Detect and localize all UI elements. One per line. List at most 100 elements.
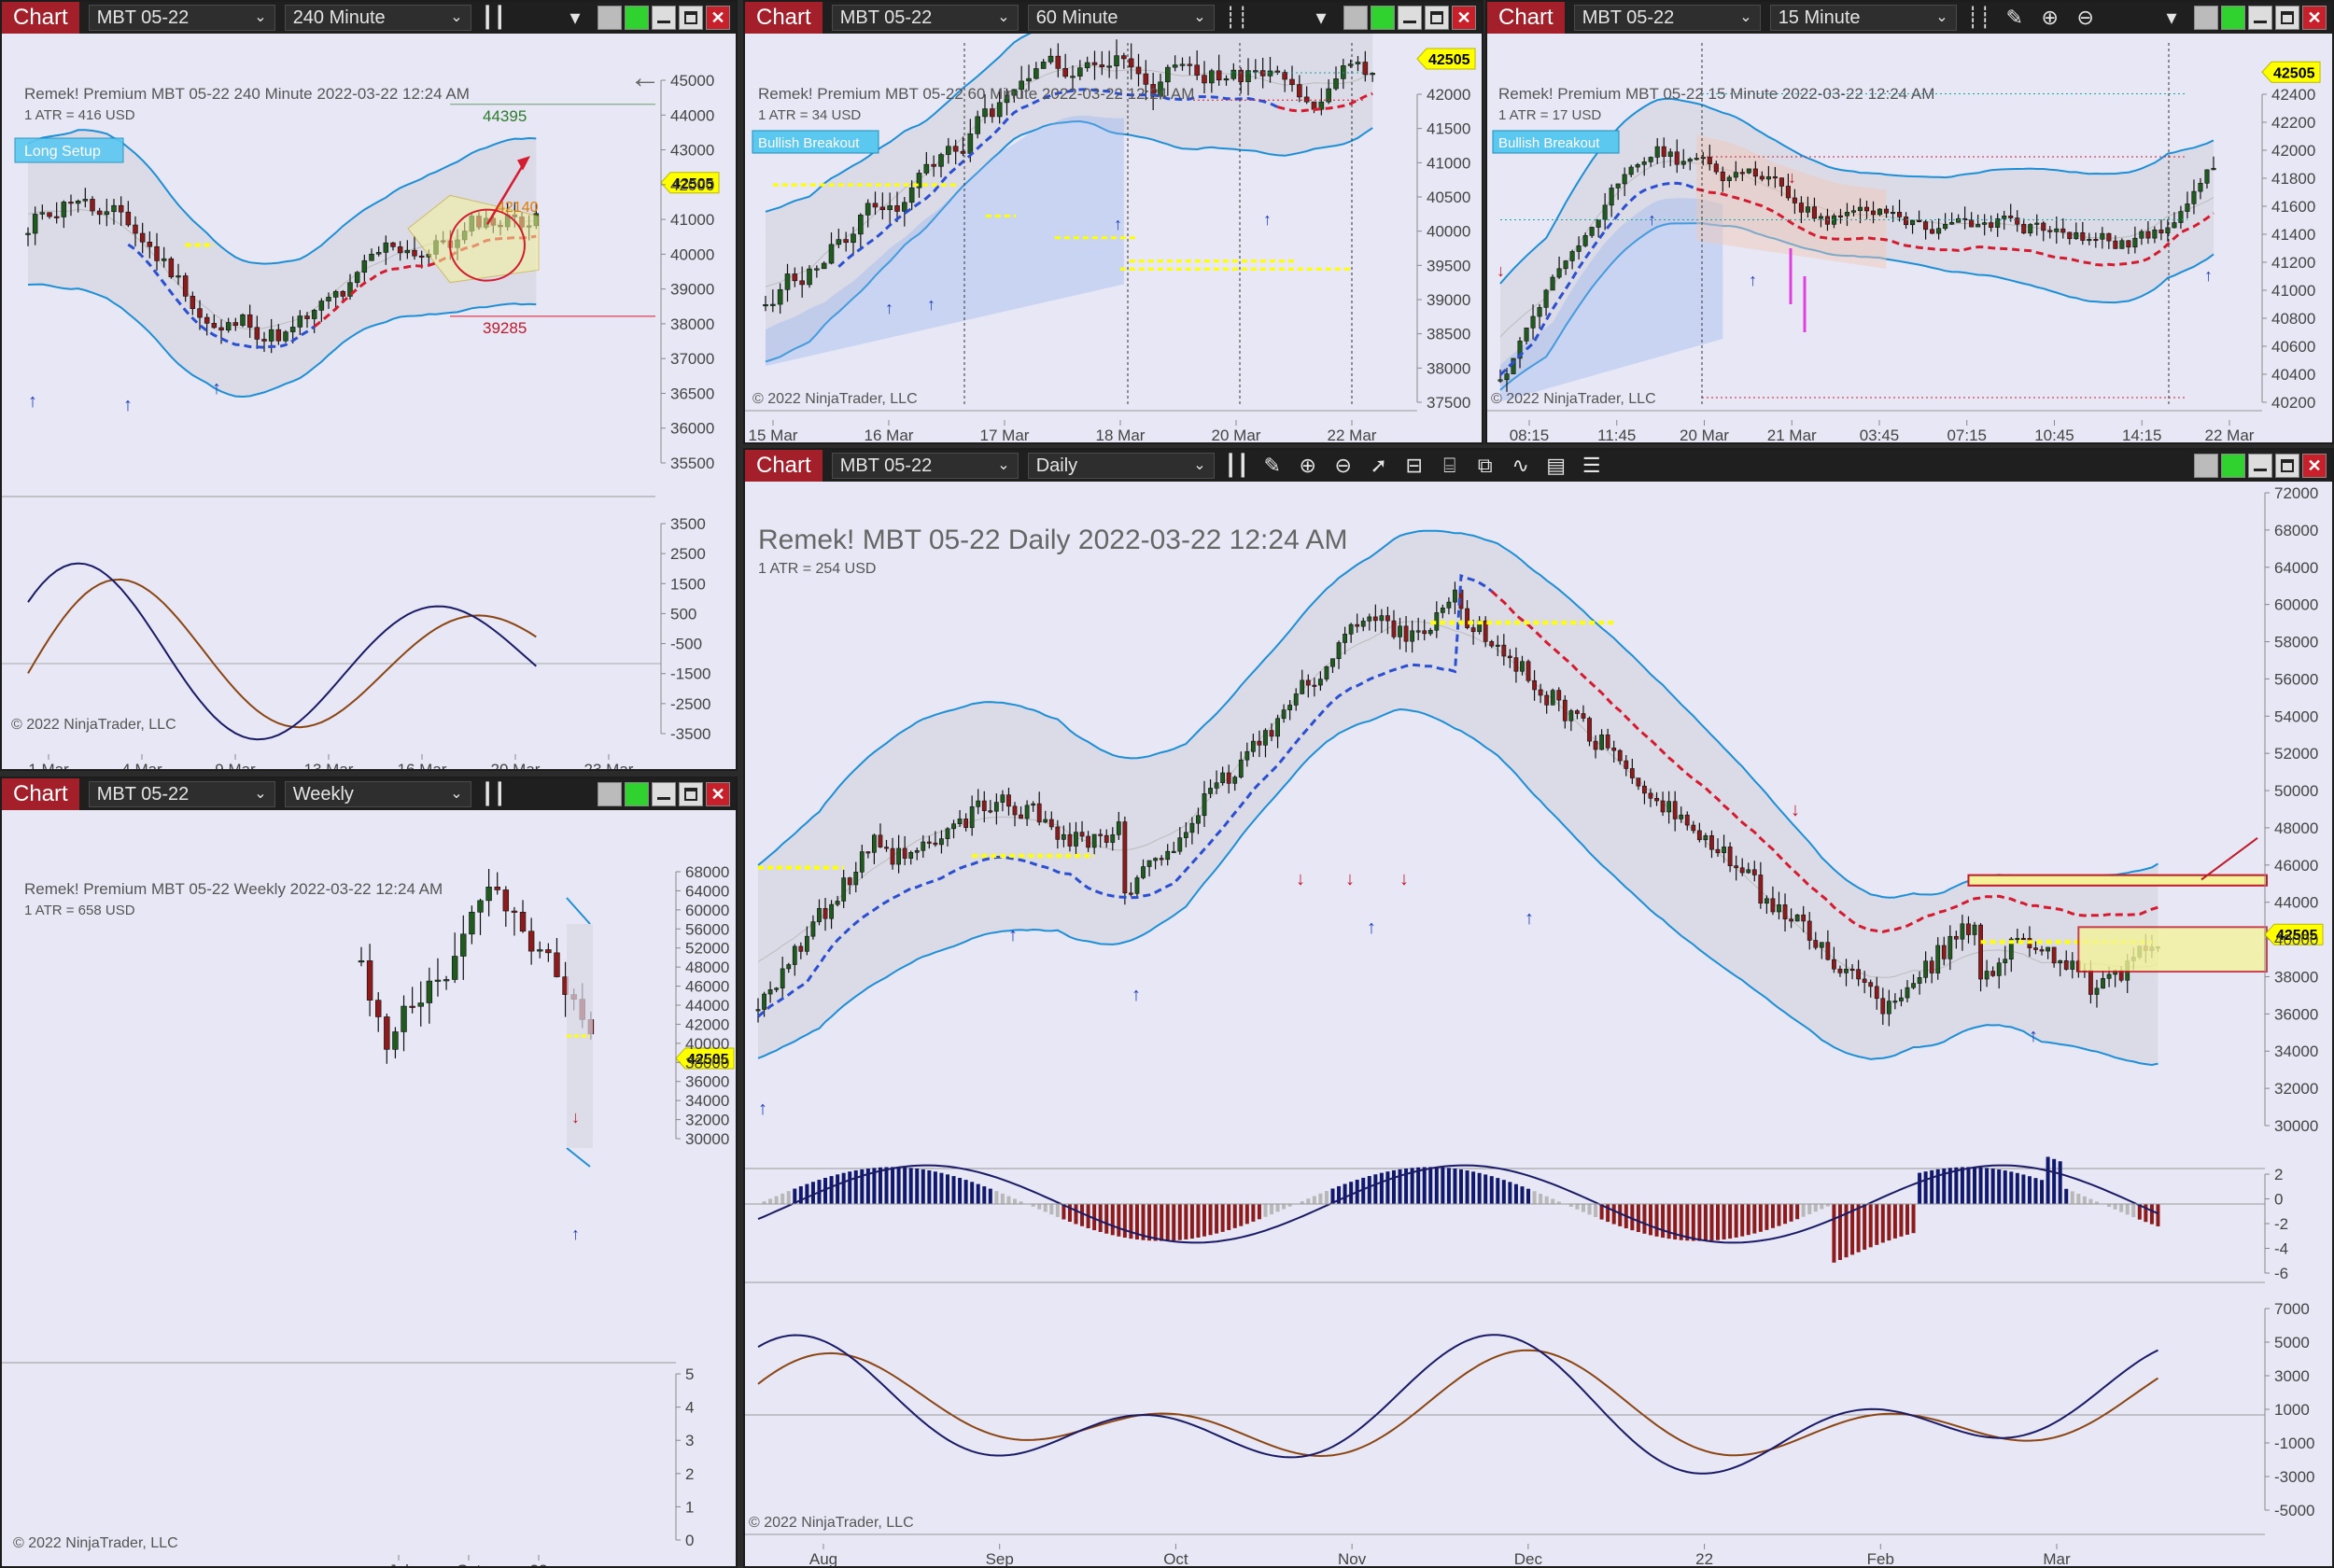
price-axis-15-label: 41400	[2271, 226, 2315, 244]
chart-daily-canvas[interactable]: Remek! MBT 05-22 Daily 2022-03-22 12:24 …	[745, 482, 2334, 1568]
cD-candle	[1722, 847, 1726, 853]
bar-style-icon[interactable]: ┊┊	[1224, 6, 1249, 29]
indicators-icon[interactable]: ∿	[1511, 454, 1529, 477]
c15-candle	[2178, 211, 2184, 223]
close-button[interactable]: ✕	[2302, 6, 2327, 30]
minimize-button[interactable]	[2248, 454, 2272, 478]
strategies-icon[interactable]: ⧉	[1477, 454, 1493, 477]
templates-icon[interactable]: ▤	[1546, 454, 1567, 477]
chart-tab-label[interactable]: Chart	[745, 2, 823, 34]
c15-candle	[1641, 161, 1647, 165]
instrument-selector[interactable]: MBT 05-22 ⌄	[1573, 5, 1761, 31]
time-axis-240-label: 1 Mar	[28, 761, 69, 771]
bar-style-icon[interactable]: ┊┊	[1966, 6, 1991, 29]
data-box-icon[interactable]: ⊟	[1405, 454, 1423, 477]
instrument-selector[interactable]: MBT 05-22 ⌄	[88, 5, 275, 31]
pencil-draw-icon[interactable]: ✎	[1263, 454, 1281, 477]
timeframe-selector[interactable]: 240 Minute ⌄	[284, 5, 471, 31]
maximize-button[interactable]	[1425, 6, 1449, 30]
cD-candle	[1336, 642, 1342, 660]
instrument-selector[interactable]: MBT 05-22 ⌄	[831, 453, 1019, 479]
sell-arrow-icon: ↓	[1497, 261, 1505, 280]
c15-candle	[2119, 240, 2125, 249]
time-axis-15-label: 22 Mar	[2205, 427, 2255, 444]
cD-candle	[1348, 623, 1354, 635]
hist-bar	[1013, 1198, 1018, 1204]
cD-candle	[1116, 821, 1121, 835]
chart-240min-canvas[interactable]: 44395 39285 42140 Remek! Premium MBT 05-22 …	[2, 34, 738, 771]
chart-tab-label[interactable]: Chart	[1487, 2, 1565, 34]
maximize-button[interactable]	[2275, 454, 2299, 478]
cD-candle	[988, 810, 993, 813]
zoom-in-icon[interactable]: ⊕	[1299, 454, 1316, 477]
link-button[interactable]	[598, 782, 622, 806]
dropdown-arrow-icon[interactable]: ▾	[569, 6, 581, 29]
connection-status-button[interactable]	[2221, 454, 2245, 478]
hist-bar	[884, 1167, 889, 1204]
properties-icon[interactable]: ⌸	[1443, 454, 1456, 477]
c60-candle	[1202, 75, 1207, 84]
hist-bar	[805, 1183, 809, 1204]
bar-style-icon[interactable]: ┃┃	[481, 782, 506, 805]
bar-style-icon[interactable]: ┃┃	[1224, 454, 1249, 477]
hist-axis-daily-label: 0	[2274, 1191, 2283, 1209]
link-button[interactable]	[1343, 6, 1368, 30]
list-icon[interactable]: ☰	[1582, 454, 1601, 477]
close-button[interactable]: ✕	[706, 782, 730, 806]
cD-candle	[921, 841, 926, 851]
c240-candle	[197, 308, 203, 318]
timeframe-selector[interactable]: Weekly ⌄	[284, 781, 471, 807]
maximize-button[interactable]	[2275, 6, 2299, 30]
c15-candle	[1805, 206, 1810, 213]
c60-candle	[1011, 89, 1018, 96]
minimize-button[interactable]	[1398, 6, 1422, 30]
zoom-out-icon[interactable]: ⊖	[2076, 6, 2094, 29]
hist-bar	[1679, 1204, 1683, 1240]
cD-candle	[1672, 801, 1678, 819]
close-button[interactable]: ✕	[706, 6, 730, 30]
c240-candle	[161, 258, 167, 261]
pointer-icon[interactable]: ➚	[1370, 454, 1387, 477]
pencil-draw-icon[interactable]: ✎	[2005, 6, 2023, 29]
connection-status-button[interactable]	[1371, 6, 1395, 30]
close-button[interactable]: ✕	[1452, 6, 1476, 30]
minimize-button[interactable]	[652, 6, 676, 30]
instrument-selector[interactable]: MBT 05-22 ⌄	[831, 5, 1019, 31]
chart-tab-label[interactable]: Chart	[2, 778, 79, 810]
zoom-in-icon[interactable]: ⊕	[2041, 6, 2059, 29]
cD-candle	[1807, 920, 1812, 941]
cD-candle	[902, 847, 907, 859]
connection-status-button[interactable]	[625, 782, 649, 806]
link-button[interactable]	[2194, 454, 2218, 478]
maximize-button[interactable]	[679, 782, 703, 806]
c240-candle	[375, 252, 382, 255]
timeframe-selector[interactable]: Daily ⌄	[1027, 453, 1215, 479]
minimize-button[interactable]	[652, 782, 676, 806]
link-button[interactable]	[2194, 6, 2218, 30]
chart-60min-canvas[interactable]: Remek! Premium MBT 05-22 60 Minute 2022-…	[745, 34, 1483, 444]
c15-candle	[1563, 260, 1568, 270]
link-button[interactable]	[598, 6, 622, 30]
maximize-button[interactable]	[679, 6, 703, 30]
chart-tab-label[interactable]: Chart	[2, 2, 79, 34]
timeframe-selector[interactable]: 60 Minute ⌄	[1027, 5, 1215, 31]
connection-status-button[interactable]	[2221, 6, 2245, 30]
zoom-out-icon[interactable]: ⊖	[1334, 454, 1352, 477]
connection-status-button[interactable]	[625, 6, 649, 30]
chart-weekly-canvas[interactable]: ↑ ↓ Remek! Premium MBT 05-22 Weekly 2022-0…	[2, 810, 738, 1568]
c15-candle	[1674, 151, 1680, 165]
chart-tab-label[interactable]: Chart	[745, 450, 823, 482]
dropdown-arrow-icon[interactable]: ▾	[1315, 6, 1327, 29]
c15-candle	[1589, 227, 1595, 236]
cD-candle	[1343, 634, 1347, 643]
minimize-button[interactable]	[2248, 6, 2272, 30]
close-button[interactable]: ✕	[2302, 454, 2327, 478]
dropdown-arrow-icon[interactable]: ▾	[2166, 6, 2177, 29]
hist-bar	[1263, 1204, 1268, 1217]
timeframe-selector[interactable]: 15 Minute ⌄	[1769, 5, 1957, 31]
price-axis-60-label: 38500	[1427, 326, 1470, 343]
chart-15min-canvas[interactable]: Remek! Premium MBT 05-22 15 Minute 2022-…	[1487, 34, 2334, 444]
chart-title: Remek! Premium MBT 05-22 60 Minute 2022-…	[758, 85, 1194, 103]
bar-style-icon[interactable]: ┃┃	[481, 6, 506, 29]
instrument-selector[interactable]: MBT 05-22 ⌄	[88, 781, 275, 807]
